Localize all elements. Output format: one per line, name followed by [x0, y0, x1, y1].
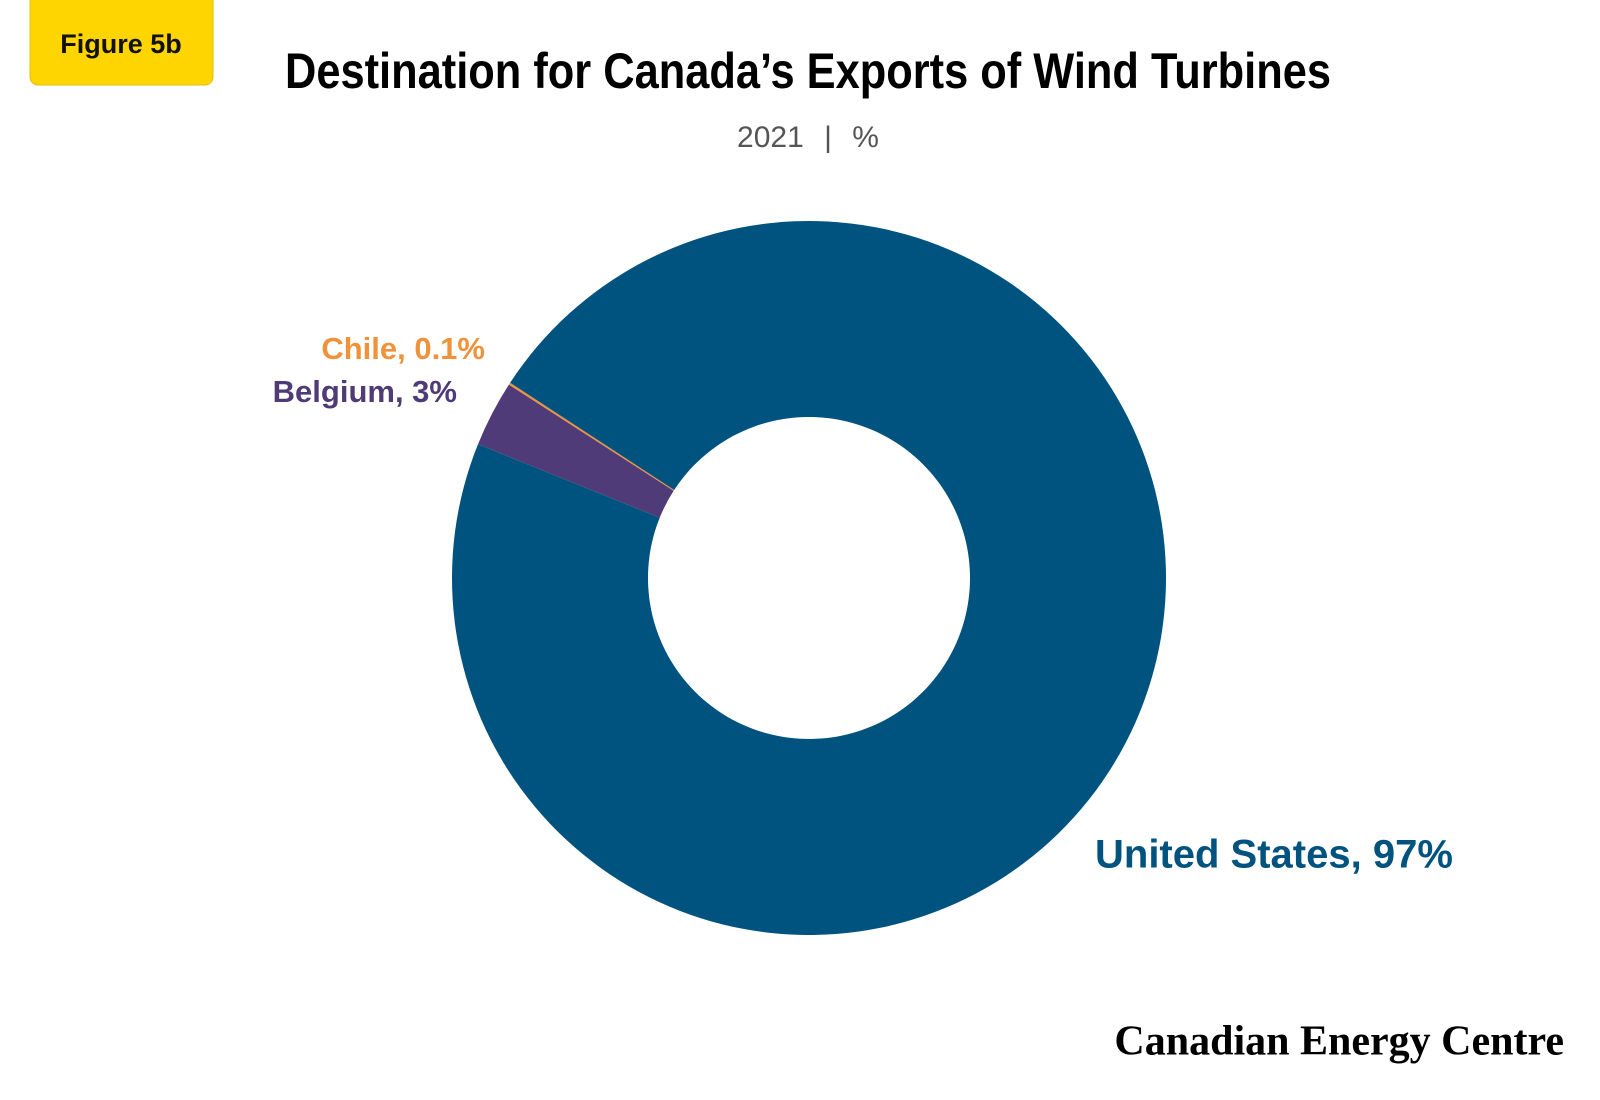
- chart-subtitle: 2021 | %: [737, 121, 879, 154]
- donut-slice: [477, 384, 674, 518]
- data-label: Belgium, 3%: [273, 374, 457, 409]
- data-label: United States, 97%: [1095, 833, 1453, 877]
- donut-slice: [452, 220, 1167, 935]
- footer-logo: Canadian Energy Centre: [1114, 1019, 1564, 1065]
- donut-slice: [508, 382, 675, 491]
- chart-title: Destination for Canada’s Exports of Wind…: [285, 43, 1331, 99]
- data-label: Chile, 0.1%: [321, 331, 485, 366]
- badge: Figure 5b: [60, 29, 182, 59]
- badge-box: [29, 0, 214, 86]
